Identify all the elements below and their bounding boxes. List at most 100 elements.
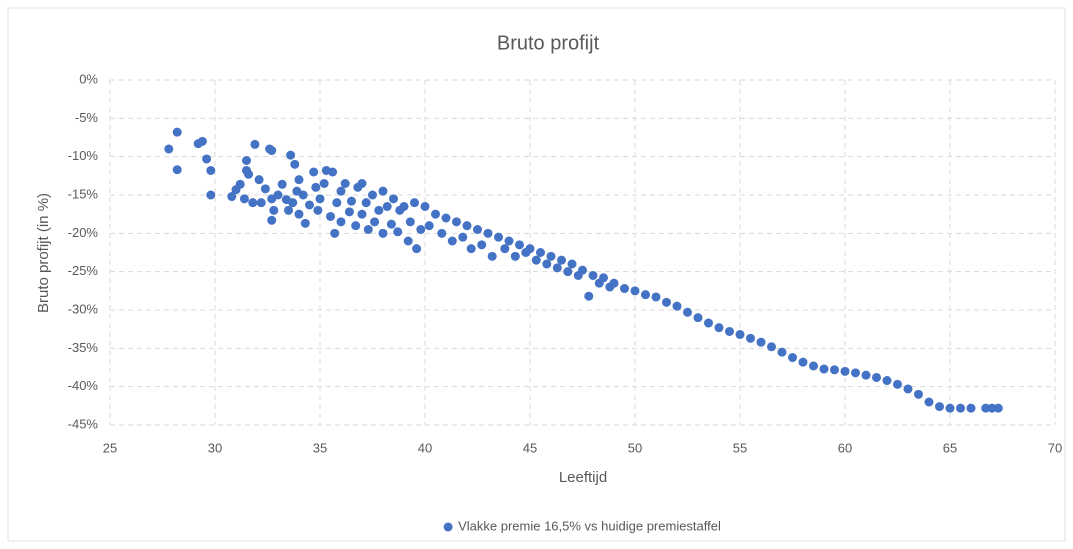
scatter-point <box>336 217 346 227</box>
scatter-point <box>393 227 403 237</box>
scatter-point <box>227 192 237 202</box>
scatter-point <box>872 372 881 382</box>
scatter-point <box>500 244 510 254</box>
scatter-point <box>704 318 713 328</box>
scatter-point <box>206 165 216 175</box>
scatter-point <box>235 179 245 189</box>
scatter-point <box>552 263 562 273</box>
x-tick-label: 70 <box>1048 440 1062 455</box>
scatter-point <box>351 221 361 231</box>
scatter-point <box>473 225 482 234</box>
x-tick-label: 25 <box>103 440 117 455</box>
x-tick-label: 60 <box>838 440 852 455</box>
scatter-point <box>267 215 277 225</box>
scatter-point <box>412 244 422 254</box>
scatter-point <box>416 225 426 234</box>
scatter-point <box>254 175 264 185</box>
scatter-point <box>357 209 367 219</box>
scatter-point <box>344 207 354 217</box>
scatter-point <box>584 291 594 301</box>
scatter-point <box>945 403 955 413</box>
x-axis-label: Leeftijd <box>559 469 607 486</box>
scatter-point <box>531 255 541 265</box>
scatter-point <box>363 225 373 234</box>
scatter-point <box>288 198 298 208</box>
y-tick-label: -10% <box>68 148 99 163</box>
scatter-point <box>494 232 503 242</box>
scatter-point <box>683 307 692 317</box>
x-tick-label: 35 <box>313 440 327 455</box>
scatter-point <box>477 240 487 250</box>
scatter-point <box>267 146 277 156</box>
scatter-point <box>347 196 356 206</box>
scatter-point <box>286 150 296 160</box>
scatter-point <box>466 244 476 254</box>
scatter-point <box>250 139 260 149</box>
scatter-point <box>311 182 321 192</box>
scatter-point <box>767 342 776 352</box>
scatter-point <box>239 194 249 204</box>
scatter-point <box>840 366 850 376</box>
scatter-point <box>197 136 207 146</box>
y-tick-label: -45% <box>68 416 99 431</box>
scatter-point <box>403 236 413 246</box>
scatter-point <box>313 205 323 215</box>
scatter-point <box>300 218 310 228</box>
scatter-point <box>305 200 314 210</box>
scatter-point <box>861 370 871 380</box>
scatter-point <box>309 167 319 177</box>
scatter-point <box>462 221 472 231</box>
scatter-point <box>981 403 991 413</box>
scatter-point <box>202 154 212 164</box>
scatter-point <box>788 353 797 363</box>
scatter-point <box>851 368 860 378</box>
scatter-point <box>578 265 587 275</box>
scatter-point <box>389 194 398 204</box>
y-tick-label: -30% <box>68 301 99 316</box>
chart-title: Bruto profijt <box>497 32 600 54</box>
scatter-point <box>536 248 545 257</box>
x-tick-label: 40 <box>418 440 432 455</box>
scatter-point <box>630 286 640 296</box>
legend-marker <box>443 522 453 532</box>
y-tick-label: -40% <box>68 378 99 393</box>
scatter-point <box>893 379 902 389</box>
scatter-point <box>714 323 724 333</box>
legend-label: Vlakke premie 16,5% vs huidige premiesta… <box>458 518 721 533</box>
x-tick-label: 50 <box>628 440 642 455</box>
x-tick-label: 45 <box>523 440 537 455</box>
scatter-point <box>567 259 577 269</box>
scatter-point <box>588 271 598 280</box>
y-tick-label: -15% <box>68 186 99 201</box>
scatter-point <box>164 144 174 154</box>
scatter-point <box>431 209 440 219</box>
scatter-point <box>386 219 396 229</box>
scatter-point <box>777 347 787 357</box>
scatter-point <box>172 127 182 137</box>
scatter-point <box>993 403 1003 413</box>
scatter-point <box>504 236 514 246</box>
scatter-point <box>542 259 552 269</box>
scatter-point <box>641 290 650 300</box>
scatter-point <box>693 313 703 323</box>
x-tick-label: 30 <box>208 440 222 455</box>
scatter-point <box>361 198 371 208</box>
scatter-point <box>357 179 367 188</box>
y-tick-label: -35% <box>68 340 99 355</box>
scatter-point <box>563 267 573 277</box>
scatter-point <box>651 292 661 302</box>
scatter-point <box>756 337 766 347</box>
scatter-point <box>315 194 325 204</box>
scatter-point <box>172 165 182 175</box>
scatter-point <box>244 169 254 179</box>
scatter-point <box>399 202 409 211</box>
scatter-point <box>452 217 461 227</box>
scatter-point <box>809 361 818 371</box>
scatter-point <box>405 217 415 227</box>
scatter-point <box>206 190 216 200</box>
chart-border <box>7 7 1066 542</box>
scatter-point <box>294 175 304 185</box>
x-tick-label: 65 <box>943 440 957 455</box>
x-tick-label: 55 <box>733 440 747 455</box>
